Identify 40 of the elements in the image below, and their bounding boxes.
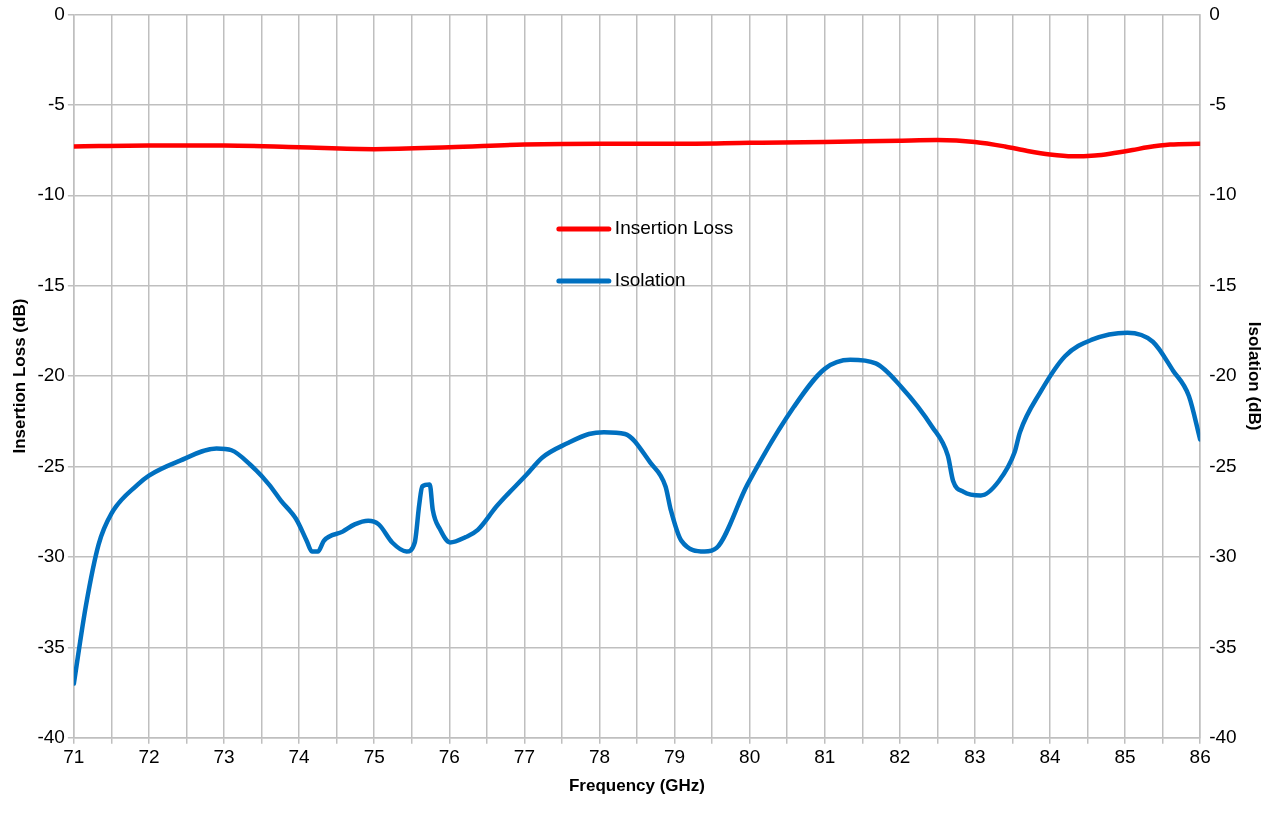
x-tick-label: 72 (138, 746, 160, 768)
y-tick-label: -10 (37, 183, 65, 205)
x-tick-label: 83 (964, 746, 986, 768)
x-tick-label: 75 (363, 746, 385, 768)
legend-label: Isolation (614, 269, 686, 291)
x-tick-label: 76 (438, 746, 460, 768)
x-axis-title: Frequency (GHz) (568, 776, 706, 796)
legend-label: Insertion Loss (614, 217, 734, 239)
y-tick-label: -25 (37, 454, 65, 476)
y2-tick-label: 0 (1209, 2, 1220, 24)
y2-tick-label: -15 (1209, 273, 1237, 295)
x-tick-label: 84 (1039, 746, 1061, 768)
y2-tick-label: -25 (1209, 454, 1237, 476)
x-tick-label: 78 (588, 746, 611, 768)
y-tick-label: -5 (47, 93, 65, 115)
y2-tick-label: -40 (1209, 726, 1237, 748)
line-series (73, 137, 1201, 159)
y2-tick-label: -35 (1209, 635, 1237, 657)
x-tick-label: 80 (739, 746, 761, 768)
x-tick-label: 77 (513, 746, 535, 768)
y-tick-label: 0 (54, 2, 65, 24)
y2-tick-label: -10 (1209, 183, 1237, 205)
y2-axis-title: Isolation (dB) (1245, 321, 1265, 431)
x-tick-label: 74 (288, 746, 311, 768)
x-tick-label: 79 (663, 746, 686, 768)
y-axis-title: Insertion Loss (dB) (9, 298, 29, 454)
x-tick-label: 86 (1189, 746, 1211, 768)
y-tick-label: -35 (37, 635, 65, 657)
x-tick-label: 85 (1114, 746, 1136, 768)
y-tick-label: -20 (37, 364, 65, 386)
x-tick-label: 82 (889, 746, 911, 768)
x-tick-label: 73 (213, 746, 235, 768)
y2-tick-label: -30 (1209, 545, 1237, 567)
y2-tick-label: -5 (1209, 93, 1227, 115)
y-tick-label: -30 (37, 545, 65, 567)
y-tick-label: -40 (37, 726, 65, 748)
y2-tick-label: -20 (1209, 364, 1237, 386)
y-tick-label: -15 (37, 273, 65, 295)
x-tick-label: 81 (814, 746, 836, 768)
x-tick-label: 71 (63, 746, 85, 768)
